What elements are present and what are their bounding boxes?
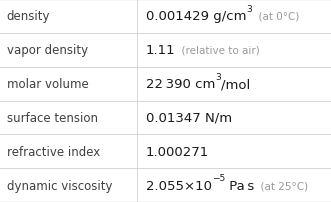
Text: 22 390 cm: 22 390 cm [146, 78, 215, 91]
Text: refractive index: refractive index [7, 145, 100, 158]
Text: (relative to air): (relative to air) [175, 45, 260, 56]
Text: 1.11: 1.11 [146, 44, 175, 57]
Text: vapor density: vapor density [7, 44, 88, 57]
Text: 0.001429 g/cm: 0.001429 g/cm [146, 10, 246, 23]
Text: −5: −5 [212, 173, 225, 182]
Text: /mol: /mol [221, 78, 250, 91]
Text: Pa s: Pa s [225, 179, 254, 192]
Text: 0.01347 N/m: 0.01347 N/m [146, 111, 232, 124]
Text: surface tension: surface tension [7, 111, 98, 124]
Text: 1.000271: 1.000271 [146, 145, 209, 158]
Text: molar volume: molar volume [7, 78, 88, 91]
Text: density: density [7, 10, 50, 23]
Text: (at 25°C): (at 25°C) [254, 180, 308, 190]
Text: dynamic viscosity: dynamic viscosity [7, 179, 112, 192]
Text: 2.055×10: 2.055×10 [146, 179, 212, 192]
Text: 3: 3 [246, 5, 252, 14]
Text: (at 0°C): (at 0°C) [252, 12, 299, 22]
Text: 3: 3 [215, 72, 221, 81]
